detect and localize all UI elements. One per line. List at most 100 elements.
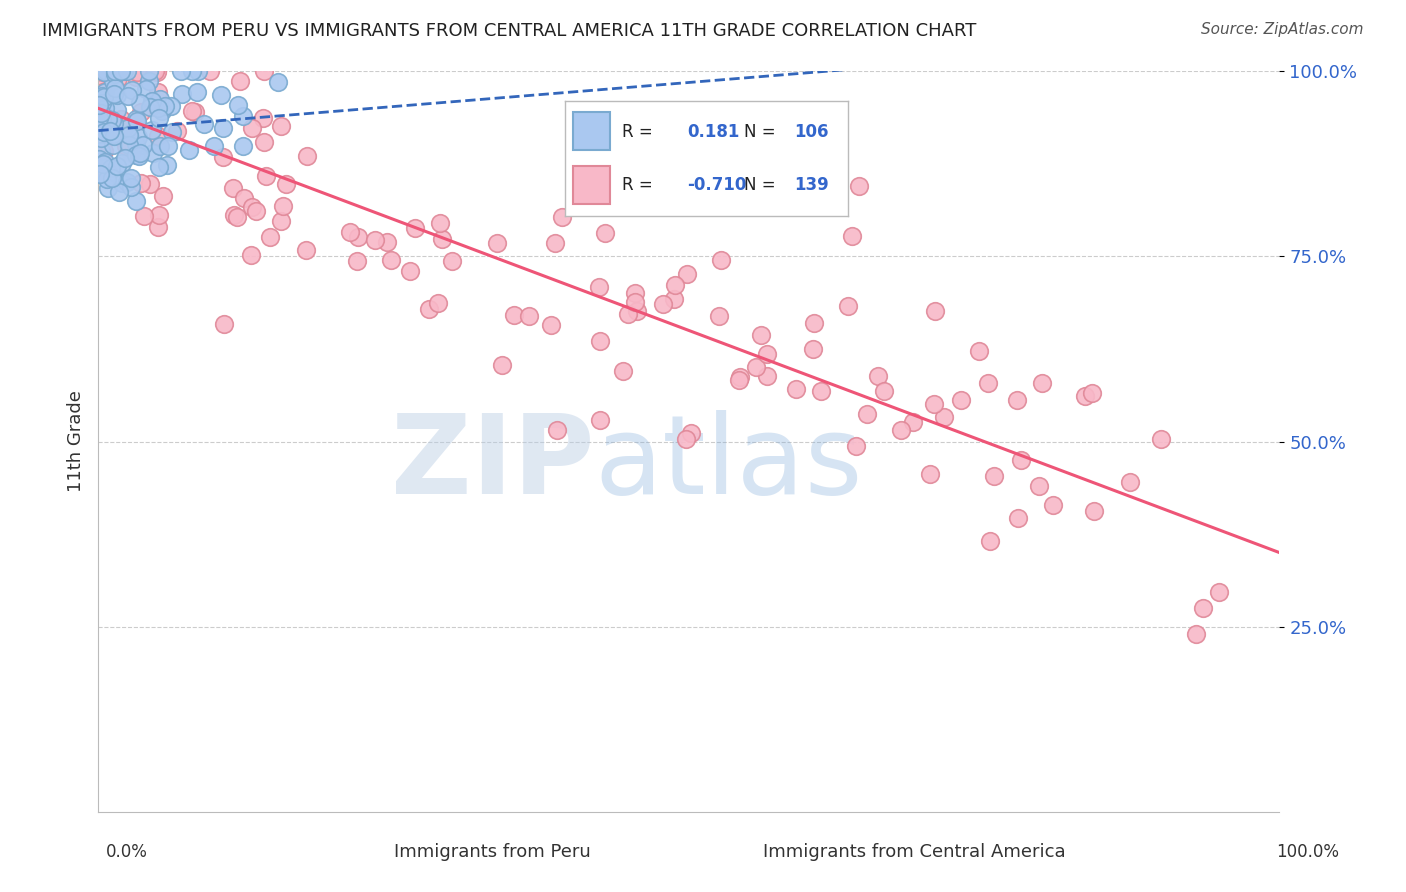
Point: [125, 136, 148, 151]
Point: [107, 71, 129, 86]
Point: [125, 113, 148, 128]
Point: [626, 303, 648, 318]
Point: [93, 101, 115, 115]
Point: [94, 64, 117, 78]
Point: [662, 293, 685, 307]
Point: [97, 181, 120, 195]
Point: [589, 334, 612, 348]
Point: [801, 342, 824, 356]
Point: [404, 220, 426, 235]
Point: [110, 64, 132, 78]
Point: [675, 432, 697, 446]
Point: [120, 146, 142, 161]
Point: [93, 145, 115, 159]
Point: [1192, 600, 1215, 615]
Point: [652, 297, 675, 311]
Point: [129, 105, 152, 120]
Point: [132, 209, 155, 223]
Point: [162, 125, 184, 139]
Point: [96, 110, 118, 124]
Point: [111, 177, 134, 191]
Point: [138, 64, 160, 78]
Point: [103, 87, 125, 101]
Point: [245, 204, 267, 219]
Point: [232, 139, 254, 153]
Point: [252, 111, 274, 125]
Point: [148, 139, 170, 153]
Point: [1074, 389, 1097, 403]
Point: [222, 181, 245, 195]
Point: [785, 382, 807, 396]
Point: [93, 125, 115, 139]
Point: [90, 106, 112, 120]
Point: [295, 243, 318, 257]
Point: [100, 113, 122, 128]
Point: [96, 119, 118, 133]
Point: [1083, 504, 1105, 518]
Point: [150, 104, 173, 119]
Point: [276, 177, 298, 191]
Point: [187, 64, 209, 78]
Point: [180, 64, 202, 78]
Point: [546, 423, 568, 437]
Point: [612, 364, 634, 378]
Point: [977, 376, 1000, 391]
Point: [152, 189, 174, 203]
Point: [624, 285, 647, 300]
Point: [544, 235, 567, 250]
Point: [502, 308, 524, 322]
Point: [146, 65, 169, 79]
Point: [124, 70, 146, 84]
Point: [97, 112, 120, 126]
Point: [339, 225, 361, 239]
Point: [589, 412, 612, 426]
Point: [117, 88, 139, 103]
Point: [810, 384, 832, 398]
Point: [91, 86, 114, 100]
Point: [128, 149, 150, 163]
Point: [169, 64, 191, 78]
Point: [664, 277, 686, 292]
Point: [118, 127, 141, 141]
Point: [105, 160, 128, 174]
Point: [1150, 432, 1173, 446]
Point: [485, 236, 508, 251]
Point: [170, 87, 193, 101]
Point: [624, 294, 647, 309]
Point: [156, 158, 179, 172]
Point: [128, 64, 150, 78]
Point: [135, 82, 157, 96]
Point: [148, 208, 170, 222]
Point: [97, 111, 120, 125]
Point: [214, 317, 236, 331]
Point: [166, 124, 188, 138]
Point: [118, 128, 141, 143]
Point: [125, 65, 148, 79]
Point: [121, 64, 143, 78]
Point: [103, 129, 125, 144]
Point: [918, 467, 941, 482]
Point: [803, 316, 825, 330]
Point: [91, 157, 114, 171]
Point: [848, 179, 870, 194]
Point: [983, 469, 1005, 483]
Point: [91, 89, 114, 103]
Point: [96, 64, 118, 78]
Point: [380, 252, 402, 267]
Point: [125, 148, 148, 162]
Point: [755, 368, 778, 383]
Point: [124, 194, 146, 209]
Point: [90, 95, 112, 110]
Point: [155, 98, 177, 112]
Point: [139, 100, 162, 114]
Point: [253, 135, 276, 149]
Text: atlas: atlas: [595, 410, 863, 517]
Point: [87, 82, 110, 96]
Point: [148, 112, 170, 126]
Point: [270, 214, 292, 228]
Point: [112, 121, 135, 136]
Point: [1081, 385, 1104, 400]
Point: [922, 397, 945, 411]
Point: [841, 228, 863, 243]
Point: [141, 123, 163, 137]
